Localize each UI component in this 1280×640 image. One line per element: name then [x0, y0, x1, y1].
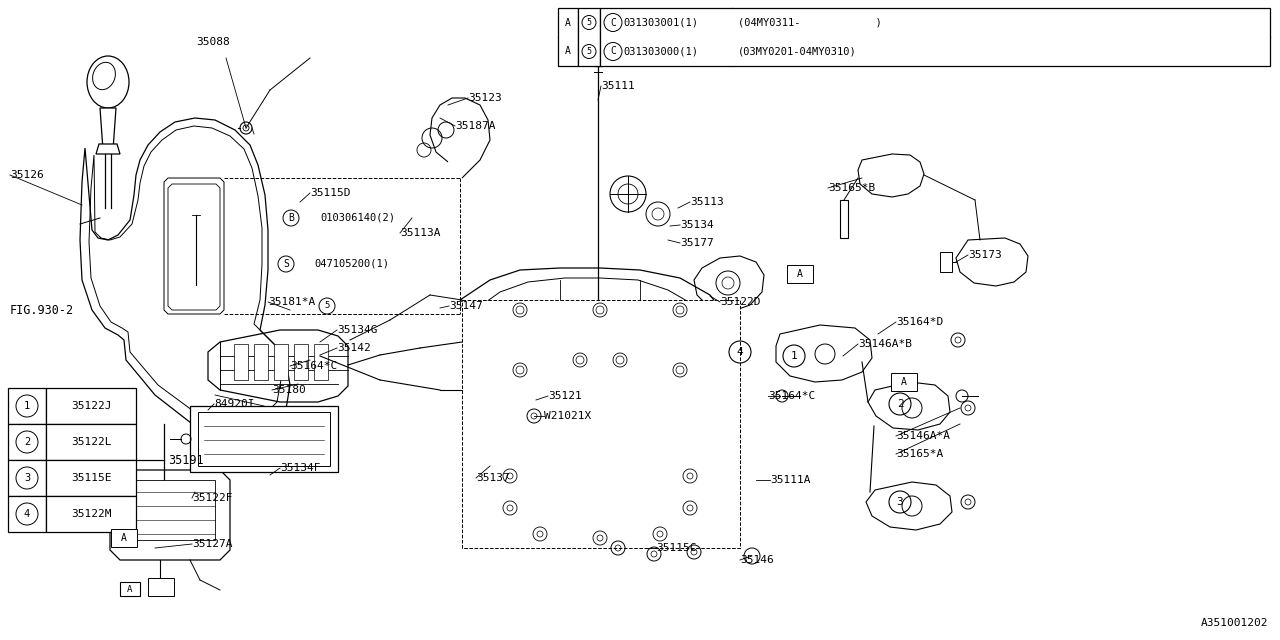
Bar	[8, 388, 46, 424]
Text: 35115E: 35115E	[70, 473, 111, 483]
Text: 010306140(2): 010306140(2)	[320, 213, 396, 223]
Text: (03MY0201-04MY0310): (03MY0201-04MY0310)	[739, 47, 856, 56]
Text: 3: 3	[24, 473, 31, 483]
Bar	[558, 8, 579, 66]
Text: 35142: 35142	[337, 343, 371, 353]
Text: 35165*A: 35165*A	[896, 449, 943, 459]
Text: 35088: 35088	[196, 37, 229, 47]
Text: 35111: 35111	[602, 81, 635, 91]
Text: 031303000(1): 031303000(1)	[623, 47, 698, 56]
Text: C: C	[611, 47, 616, 56]
Bar	[46, 388, 136, 424]
Bar	[125, 480, 215, 540]
Text: 35181*A: 35181*A	[268, 297, 315, 307]
Bar	[8, 424, 46, 460]
Text: 4: 4	[24, 509, 31, 519]
Text: W21021X: W21021X	[544, 411, 591, 421]
Text: 3: 3	[896, 497, 904, 507]
Bar	[120, 582, 140, 596]
Text: 35191: 35191	[168, 454, 204, 467]
Text: 35146: 35146	[740, 555, 773, 565]
Bar	[787, 265, 813, 283]
Bar	[8, 460, 46, 496]
Polygon shape	[96, 144, 120, 154]
Text: 1: 1	[791, 351, 797, 361]
Text: A: A	[797, 269, 803, 279]
Text: (04MY0311-            ): (04MY0311- )	[739, 17, 882, 28]
Text: 35134G: 35134G	[337, 325, 378, 335]
Text: 35113: 35113	[690, 197, 723, 207]
Bar	[579, 8, 600, 66]
Text: 35146A*B: 35146A*B	[858, 339, 911, 349]
Text: 047105200(1): 047105200(1)	[314, 259, 389, 269]
Text: 35177: 35177	[680, 238, 714, 248]
Bar	[600, 8, 1270, 66]
Text: 5: 5	[586, 18, 591, 27]
Text: A: A	[901, 377, 908, 387]
Bar	[234, 344, 248, 380]
Text: 35137: 35137	[476, 473, 509, 483]
Text: 35127A: 35127A	[192, 539, 233, 549]
Text: 35180: 35180	[273, 385, 306, 395]
Polygon shape	[100, 108, 116, 150]
Text: 35146A*A: 35146A*A	[896, 431, 950, 441]
Text: 5: 5	[586, 47, 591, 56]
Text: 35147: 35147	[449, 301, 483, 311]
Bar	[253, 344, 268, 380]
Text: A351001202: A351001202	[1201, 618, 1268, 628]
Bar	[274, 344, 288, 380]
Bar	[840, 200, 849, 238]
Text: A: A	[122, 533, 127, 543]
Bar	[198, 412, 330, 466]
Text: 35187A: 35187A	[454, 121, 495, 131]
Bar	[46, 424, 136, 460]
Text: 35134F: 35134F	[280, 463, 320, 473]
Text: 1: 1	[24, 401, 31, 411]
Text: 35115D: 35115D	[310, 188, 351, 198]
Text: A: A	[127, 584, 133, 593]
Text: 2: 2	[24, 437, 31, 447]
Text: 35111A: 35111A	[771, 475, 810, 485]
Text: 2: 2	[896, 399, 904, 409]
Text: S: S	[283, 259, 289, 269]
Text: 35122M: 35122M	[70, 509, 111, 519]
Text: A: A	[564, 17, 571, 28]
Bar	[294, 344, 308, 380]
Text: 35165*B: 35165*B	[828, 183, 876, 193]
Text: 35122J: 35122J	[70, 401, 111, 411]
Text: 031303001(1): 031303001(1)	[623, 17, 698, 28]
Text: 35173: 35173	[968, 250, 1002, 260]
Text: 35134: 35134	[680, 220, 714, 230]
Text: 35164*D: 35164*D	[896, 317, 943, 327]
Text: 35164*C: 35164*C	[768, 391, 815, 401]
Text: C: C	[611, 17, 616, 28]
Text: 35115C: 35115C	[657, 543, 696, 553]
Bar	[462, 300, 740, 548]
Text: 4: 4	[736, 347, 744, 357]
Text: 35113A: 35113A	[399, 228, 440, 238]
Text: 5: 5	[324, 301, 330, 310]
Bar	[46, 496, 136, 532]
Bar	[46, 460, 136, 496]
Text: 35122L: 35122L	[70, 437, 111, 447]
Bar	[891, 373, 916, 391]
Text: 35122D: 35122D	[719, 297, 760, 307]
Bar	[8, 496, 46, 532]
Text: 35121: 35121	[548, 391, 581, 401]
Text: 35123: 35123	[468, 93, 502, 103]
Text: 35122F: 35122F	[192, 493, 233, 503]
Bar	[189, 406, 338, 472]
Text: 84920I: 84920I	[214, 399, 255, 409]
Bar	[940, 252, 952, 272]
Text: A: A	[564, 47, 571, 56]
Text: FIG.930-2: FIG.930-2	[10, 303, 74, 317]
Text: 35126: 35126	[10, 170, 44, 180]
Bar	[111, 529, 137, 547]
Bar	[314, 344, 328, 380]
Bar	[148, 578, 174, 596]
Text: B: B	[288, 213, 294, 223]
Text: 35164*C: 35164*C	[291, 361, 337, 371]
